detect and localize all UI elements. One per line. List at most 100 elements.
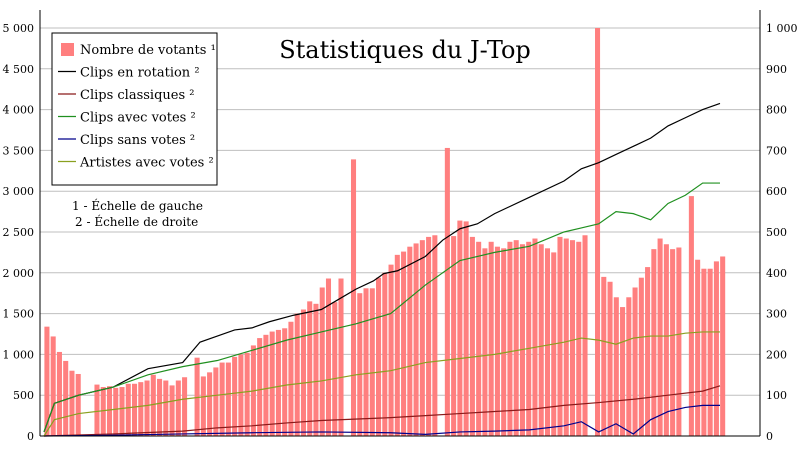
right-tick-label: 0 (766, 430, 773, 443)
bar (595, 28, 601, 436)
bar (169, 385, 175, 436)
bar (582, 235, 588, 436)
bar (701, 268, 707, 436)
left-tick-label: 4 500 (3, 63, 35, 76)
bar (363, 288, 369, 436)
bar (563, 238, 569, 436)
left-axis-ticks: 0 500 1 000 1 500 2 000 2 500 3 000 3 500 4 000 4… (3, 22, 35, 443)
bar (75, 373, 81, 436)
bar (138, 382, 144, 436)
bar (457, 220, 463, 436)
bar (526, 241, 532, 436)
bar (401, 251, 407, 436)
bar (263, 334, 269, 436)
bar (106, 386, 113, 436)
bar (50, 336, 56, 436)
bar (207, 372, 213, 436)
bar (569, 240, 576, 436)
legend-label: Clips sans votes ² (80, 133, 195, 148)
bar (407, 246, 413, 436)
bar (507, 241, 513, 436)
left-tick-label: 2 000 (3, 267, 35, 280)
bar (325, 278, 332, 436)
bar (482, 248, 488, 436)
series-line (43, 182, 720, 433)
bar (219, 362, 225, 436)
bar (194, 357, 200, 436)
bar (300, 309, 306, 436)
legend-label: Artistes avec votes ² (79, 156, 214, 171)
series-line (43, 385, 721, 437)
right-tick-label: 200 (766, 348, 787, 361)
bar (413, 243, 419, 436)
legend: Nombre de votants ¹ Clips en rotation ² Cl… (51, 32, 218, 186)
bar (125, 383, 131, 436)
axes (39, 10, 761, 437)
bar (632, 287, 638, 436)
bar (288, 321, 294, 436)
bar (613, 297, 619, 436)
bar (426, 236, 432, 436)
bar (394, 254, 400, 436)
right-tick-label: 600 (766, 185, 787, 198)
note-left-scale: 1 - Échelle de gauche (72, 198, 203, 213)
bar (463, 221, 469, 436)
bar (182, 377, 188, 436)
bar (626, 297, 632, 436)
left-tick-label: 3 500 (3, 144, 35, 157)
bar (688, 196, 694, 436)
bar (663, 244, 669, 436)
bar (94, 384, 100, 436)
bar (532, 238, 538, 436)
bar (225, 362, 231, 436)
bar (451, 236, 457, 436)
bar (294, 313, 300, 436)
bar (131, 383, 138, 436)
bar (63, 360, 69, 436)
bar (157, 378, 163, 436)
bar (670, 249, 676, 436)
left-tick-label: 4 000 (3, 104, 35, 117)
bar (338, 278, 344, 436)
scale-notes: 1 - Échelle de gauche 2 - Échelle de dro… (72, 198, 203, 229)
bar (282, 328, 288, 436)
bar (244, 352, 250, 436)
legend-label: Clips en rotation ² (80, 66, 200, 81)
bar (620, 307, 626, 436)
bar (557, 236, 563, 436)
series-line (43, 331, 720, 437)
bar (713, 261, 719, 436)
right-tick-label: 100 (766, 389, 787, 402)
bar (100, 387, 106, 436)
legend-label: Clips avec votes ² (80, 111, 196, 126)
left-tick-label: 500 (13, 389, 34, 402)
right-axis-ticks: 0 100 200 300 400 500 600 700 800 900 1 000 (766, 22, 798, 443)
right-tick-label: 500 (766, 226, 787, 239)
series-line (43, 102, 721, 433)
series-line (43, 404, 720, 437)
bar (707, 268, 713, 436)
legend-label: Clips classiques ² (80, 88, 194, 103)
bar (469, 236, 475, 436)
left-tick-label: 3 000 (3, 185, 35, 198)
bar (607, 281, 613, 436)
bar (313, 303, 319, 436)
left-tick-label: 2 500 (3, 226, 35, 239)
bar (113, 387, 119, 436)
right-tick-label: 400 (766, 267, 787, 280)
bar (432, 235, 438, 436)
bar (513, 240, 519, 436)
bar (150, 374, 156, 436)
right-tick-label: 700 (766, 144, 787, 157)
bar (388, 264, 394, 436)
left-tick-label: 1 500 (3, 308, 35, 321)
bar (332, 302, 338, 436)
bar (350, 159, 357, 436)
legend-label: Nombre de votants ¹ (80, 43, 216, 58)
bar (319, 287, 325, 436)
legend-swatch-bar (61, 43, 74, 56)
bar (494, 246, 500, 436)
right-tick-label: 1 000 (766, 22, 798, 35)
bar (232, 356, 238, 436)
